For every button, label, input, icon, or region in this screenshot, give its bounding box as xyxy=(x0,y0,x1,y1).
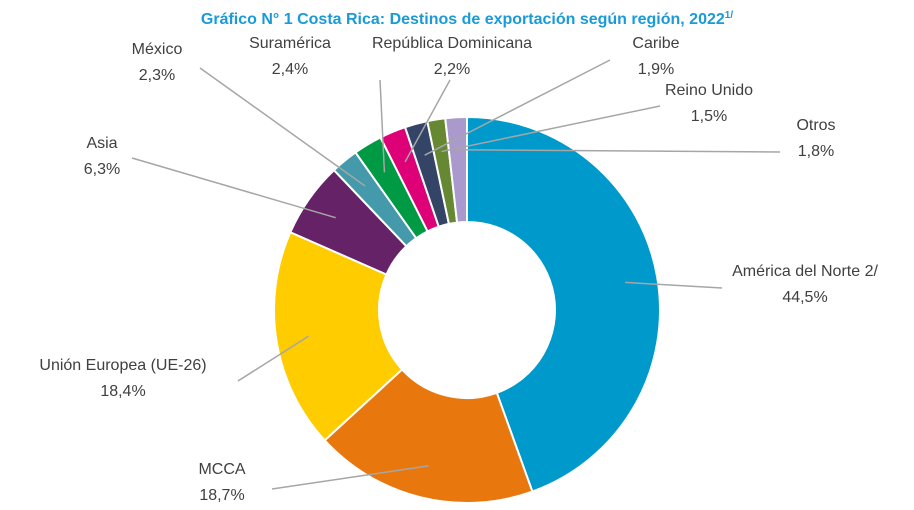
slice-label: MCCA xyxy=(198,461,245,478)
slice-label: Asia xyxy=(86,135,117,152)
leader-line xyxy=(441,105,661,153)
leader-line xyxy=(237,335,310,382)
value-label: 2,2% xyxy=(434,61,470,78)
leader-line xyxy=(404,79,451,163)
title-note: 1/ xyxy=(725,10,734,21)
donut-slice xyxy=(466,115,661,493)
slice-label: República Dominicana xyxy=(372,35,532,52)
donut-slice xyxy=(323,368,534,504)
slice-label: Suramérica xyxy=(249,35,331,52)
leader-line xyxy=(457,149,781,153)
value-label: 1,5% xyxy=(691,108,727,125)
chart-title: Gráfico N° 1 Costa Rica: Destinos de exp… xyxy=(201,11,725,28)
slice-label: Caribe xyxy=(632,35,679,52)
leader-line xyxy=(379,79,386,173)
slice-label: México xyxy=(132,41,183,58)
slice-label: Reino Unido xyxy=(665,82,753,99)
donut-slice xyxy=(444,115,468,224)
leader-line xyxy=(424,59,611,156)
slice-label: América del Norte 2/ xyxy=(732,263,878,280)
value-label: 44,5% xyxy=(782,289,827,306)
donut-slice xyxy=(273,230,404,442)
value-label: 18,7% xyxy=(199,487,244,504)
value-label: 2,3% xyxy=(139,67,175,84)
slice-label: Unión Europea (UE-26) xyxy=(39,357,206,374)
value-label: 2,4% xyxy=(272,61,308,78)
leader-line xyxy=(271,465,429,490)
leader-line xyxy=(199,67,366,187)
leader-line xyxy=(625,281,723,289)
leader-line xyxy=(131,157,336,219)
value-label: 18,4% xyxy=(100,383,145,400)
value-label: 1,9% xyxy=(638,61,674,78)
value-label: 1,8% xyxy=(798,143,834,160)
slice-label: Otros xyxy=(796,117,835,134)
value-label: 6,3% xyxy=(84,161,120,178)
chart-title-group: Gráfico N° 1 Costa Rica: Destinos de exp… xyxy=(201,10,733,28)
